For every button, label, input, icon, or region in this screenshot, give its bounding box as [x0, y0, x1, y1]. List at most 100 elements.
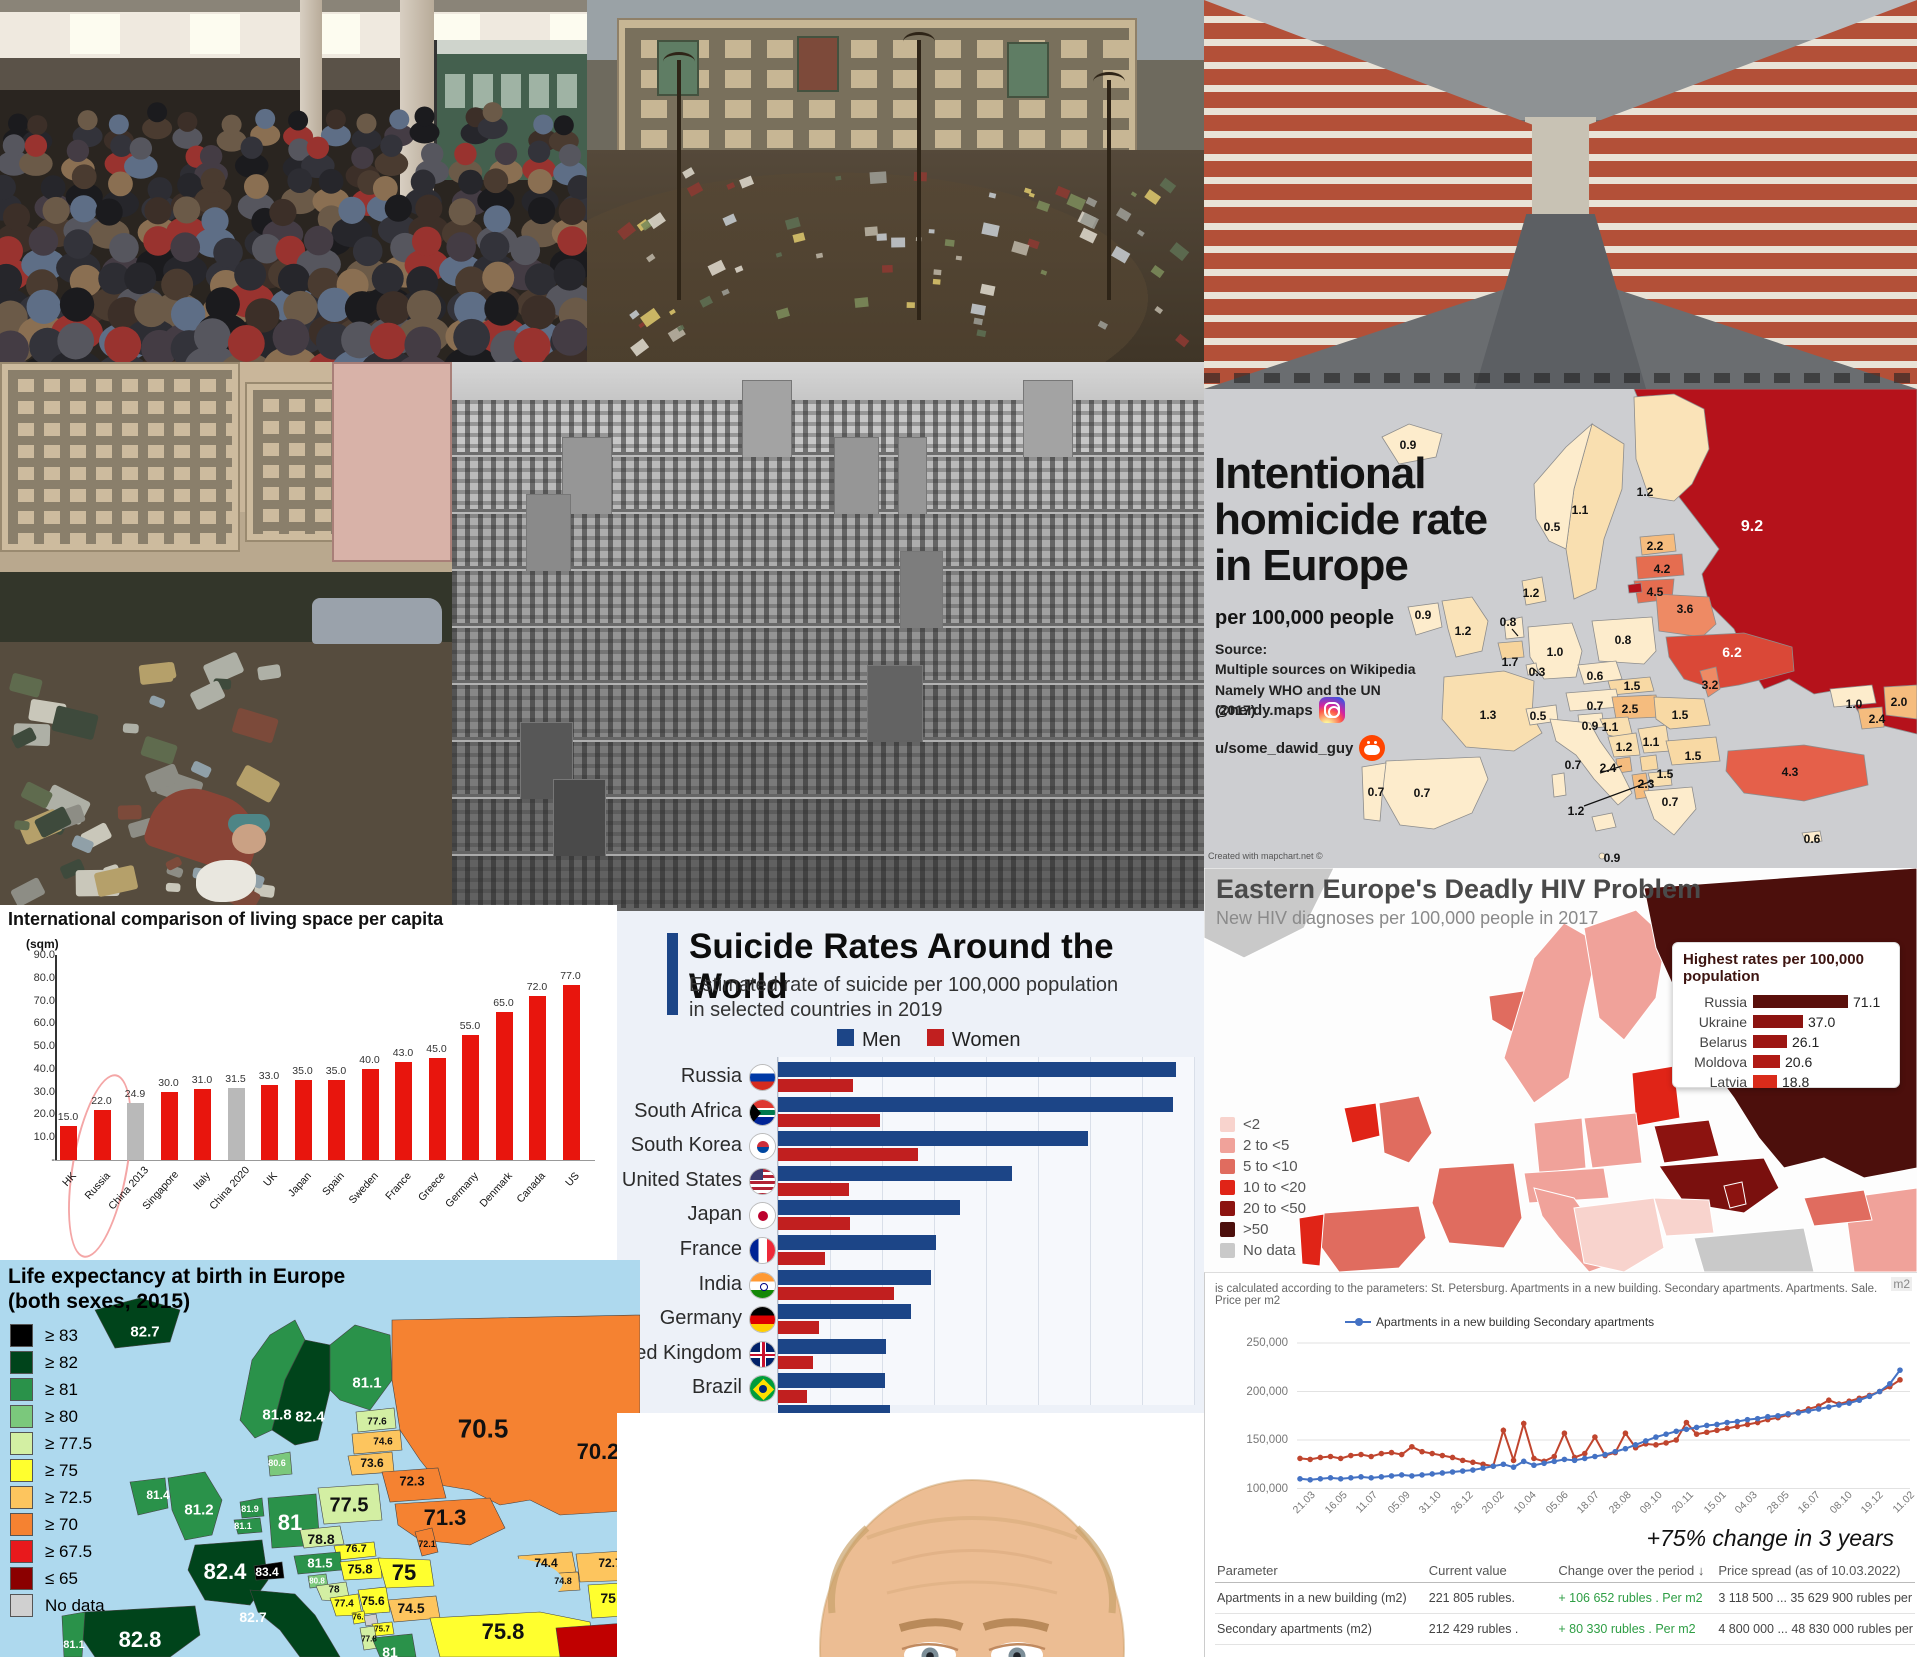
tower-block	[897, 437, 927, 519]
homicide-map-source: Source: Multiple sources on Wikipedia Na…	[1215, 641, 1416, 718]
value-label-turkey: 75.8	[481, 1619, 525, 1644]
homicide-map-title: Intentional homicide rate in Europe	[1214, 449, 1488, 591]
women-bar	[778, 1182, 849, 1196]
value-label-sweden: 1.1	[1571, 503, 1589, 517]
legend-label: No data	[45, 1595, 105, 1615]
putin-caricature-panel	[617, 1413, 1204, 1657]
y-tick: -	[51, 1154, 55, 1166]
value-label-slovakia: 76.7	[345, 1543, 367, 1555]
legend-swatch	[10, 1567, 33, 1590]
legend-label: ≥ 72.5	[45, 1487, 93, 1507]
legend-item: ≥ 83	[10, 1322, 105, 1349]
value-label-greece: 81	[382, 1644, 398, 1657]
value-label-belgium: 81.1	[234, 1521, 252, 1531]
value-label-north-macedonia: 1.2	[1567, 804, 1585, 818]
column-header: Change over the period ↓	[1556, 1559, 1717, 1583]
cell-current: 221 805 rubles.	[1426, 1582, 1557, 1614]
row-unitedstates: United States	[617, 1165, 1204, 1199]
scale-item: >50	[1220, 1219, 1306, 1240]
photo-apartment-canyon	[1204, 0, 1917, 389]
highest-rates-card: Highest rates per 100,000 population Rus…	[1672, 942, 1900, 1090]
rate-value: 26.1	[1792, 1033, 1820, 1050]
suicide-chart-panel: Suicide Rates Around the World Estimated…	[617, 911, 1204, 1413]
value-label-ukraine: 71.3	[423, 1505, 467, 1530]
legend-swatch	[10, 1594, 33, 1617]
value-label-denmark: 1.2	[1522, 586, 1540, 600]
background-building	[0, 362, 240, 552]
value-label-poland: 77.5	[329, 1494, 369, 1517]
hiv-map-panel: Eastern Europe's Deadly HIV Problem New …	[1204, 868, 1917, 1272]
legend-swatch	[10, 1432, 33, 1455]
bar-china-2013	[127, 1103, 144, 1160]
tower-block	[741, 380, 792, 462]
value-label-netherlands: 0.8	[1499, 615, 1517, 629]
table-row: Apartments in a new building (m2) 221 805…	[1215, 1582, 1915, 1614]
value-label-luxembourg: 0.3	[1528, 665, 1546, 679]
value-label-serbia: 75.6	[361, 1594, 385, 1608]
top-rate-row: Moldova 20.6	[1683, 1052, 1889, 1072]
x-label: Canada	[514, 1170, 548, 1206]
legend-label: ≥ 75	[45, 1460, 78, 1480]
tower-block	[526, 494, 572, 576]
value-label-latvia: 74.6	[373, 1436, 393, 1448]
scale-swatch	[1220, 1201, 1235, 1216]
men-bar	[778, 1304, 912, 1320]
x-label: Japan	[285, 1170, 314, 1200]
y-tick: 20.0	[33, 1108, 55, 1121]
value-label-azerbaijan: 72.7	[598, 1556, 622, 1570]
value-label-albania: 77.8	[361, 1634, 377, 1644]
scale-item: 5 to <10	[1220, 1156, 1306, 1177]
scale-label: 5 to <10	[1243, 1158, 1298, 1175]
y-tick: 80.0	[33, 971, 55, 984]
bare-tree	[1093, 72, 1125, 300]
legend-label: ≥ 77.5	[45, 1433, 93, 1453]
value-label-hungary: 2.5	[1621, 702, 1639, 716]
rate-value: 37.0	[1808, 1013, 1836, 1030]
reddit-icon	[1359, 735, 1386, 761]
value-label-slovenia: 80.8	[309, 1576, 325, 1586]
reddit-handle-text: u/some_dawid_guy	[1215, 739, 1354, 757]
legend-label: Men	[862, 1029, 901, 1051]
tower-block	[552, 779, 607, 861]
value-label-poland: 0.8	[1614, 633, 1632, 647]
bar-value: 55.0	[459, 1019, 481, 1032]
value-label-azerbaijan: 2.0	[1890, 695, 1908, 709]
rate-value: 20.6	[1785, 1053, 1813, 1070]
tower-block	[867, 665, 923, 747]
country-bars	[778, 1096, 1174, 1127]
balcony	[1007, 42, 1049, 98]
cropped-next-bar	[778, 1405, 890, 1413]
row-southkorea: South Korea	[617, 1130, 1204, 1164]
value-label-spain: 82.8	[118, 1627, 162, 1652]
legend-swatch	[10, 1351, 33, 1374]
men-bar	[778, 1235, 937, 1250]
women-bar	[778, 1079, 854, 1092]
value-label-united-kingdom: 81.2	[184, 1501, 214, 1519]
flag-southkorea-icon	[749, 1133, 776, 1161]
legend-swatch	[10, 1540, 33, 1563]
parked-cars	[1204, 373, 1917, 383]
map-credit: Created with mapchart.net ©	[1208, 851, 1323, 861]
men-bar	[778, 1131, 1088, 1147]
top-rate-row: Ukraine 37.0	[1683, 1012, 1889, 1032]
bar-germany	[462, 1034, 479, 1160]
growth-annotation: +75% change in 3 years	[1646, 1525, 1894, 1551]
row-india: India	[617, 1269, 1204, 1303]
x-label: China 2020	[206, 1164, 252, 1213]
rate-bar	[1753, 1075, 1777, 1088]
plastic-bag	[196, 860, 256, 902]
value-label-bosnia: 77.4	[334, 1598, 354, 1610]
value-label-hungary: 75.8	[347, 1561, 373, 1577]
map-title-line1: Life expectancy at birth in Europe	[8, 1265, 346, 1288]
value-label-denmark: 80.6	[268, 1458, 286, 1468]
country-label: Germany	[659, 1307, 742, 1330]
flag-germany-icon	[749, 1306, 776, 1334]
instagram-handle-text: @nerdy.maps	[1215, 701, 1313, 719]
title-accent-bar	[667, 933, 678, 1015]
bar-value: 22.0	[91, 1094, 112, 1107]
country-name: Ukraine	[1698, 1013, 1747, 1030]
row-unitedkingdom: United Kingdom	[617, 1338, 1204, 1372]
legend-label: ≥ 80	[45, 1406, 78, 1426]
x-label: Germany	[443, 1170, 481, 1211]
